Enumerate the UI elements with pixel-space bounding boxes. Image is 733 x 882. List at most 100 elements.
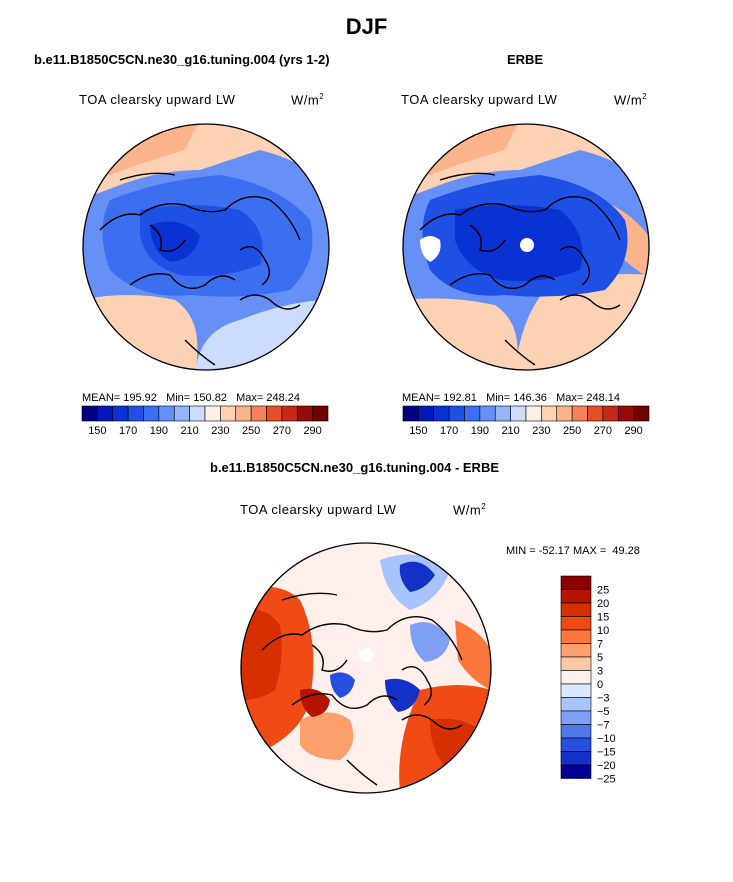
model-colorbar-tick-label: 150	[88, 425, 106, 437]
obs-colorbar-swatch	[494, 405, 511, 422]
model-colorbar: 150 170 190 210 230 250 270 290	[81, 405, 329, 437]
obs-colorbar-tick-label: 150	[409, 425, 427, 437]
obs-colorbar-swatch	[633, 405, 650, 422]
diff-colorbar-swatch	[560, 616, 592, 631]
diff-colorbar-swatch	[560, 751, 592, 766]
diff-colorbar-tick-label: 20	[597, 598, 609, 610]
obs-colorbar-swatch	[525, 405, 542, 422]
obs-units-label: W/m2	[614, 92, 648, 108]
model-colorbar-tick-label: 230	[211, 425, 229, 437]
diff-colorbar-swatch	[560, 737, 592, 752]
obs-colorbar-tick-label: 230	[532, 425, 550, 437]
model-units-label: W/m2	[291, 92, 325, 108]
diff-units-label: W/m2	[453, 502, 487, 518]
model-colorbar-swatch	[266, 405, 283, 422]
diff-colorbar-tick-label: −20	[597, 760, 616, 772]
diff-colorbar-tick-label: −10	[597, 733, 616, 745]
obs-map-border	[402, 123, 650, 371]
diff-colorbar-tick-label: 25	[597, 585, 609, 597]
model-colorbar-tick-label: 290	[303, 425, 321, 437]
model-map	[83, 124, 329, 370]
model-map-border	[82, 123, 330, 371]
diff-colorbar-swatch	[560, 589, 592, 604]
diff-colorbar-tick-label: 7	[597, 639, 603, 651]
obs-colorbar-swatch	[402, 405, 419, 422]
obs-variable-label: TOA clearsky upward LW	[401, 92, 558, 107]
diff-colorbar-tick-label: 0	[597, 679, 603, 691]
obs-colorbar-tick-label: 290	[624, 425, 642, 437]
model-colorbar-swatch	[204, 405, 221, 422]
diff-colorbar-tick-label: 5	[597, 652, 603, 664]
obs-colorbar-tick-label: 270	[594, 425, 612, 437]
obs-colorbar-tick-label: 170	[440, 425, 458, 437]
diff-coastlines	[261, 592, 463, 786]
model-panel-title: b.e11.B1850C5CN.ne30_g16.tuning.004 (yrs…	[34, 52, 330, 67]
model-colorbar-swatch	[97, 405, 114, 422]
model-coastlines	[99, 172, 301, 366]
model-colorbar-swatch	[143, 405, 160, 422]
diff-colorbar-swatch	[560, 656, 592, 671]
obs-colorbar-tick-label: 250	[563, 425, 581, 437]
model-colorbar-swatch	[158, 405, 175, 422]
diff-colorbar-swatch	[560, 670, 592, 685]
obs-map	[403, 124, 649, 370]
diff-colorbar-swatch	[560, 724, 592, 739]
diff-colorbar-tick-label: 15	[597, 612, 609, 624]
obs-panel-title: ERBE	[507, 52, 544, 67]
main-title: DJF	[345, 14, 388, 39]
obs-colorbar-swatch	[448, 405, 465, 422]
obs-colorbar-swatch	[418, 405, 435, 422]
model-colorbar-tick-label: 190	[150, 425, 168, 437]
model-stats: MEAN= 195.92 Min= 150.82 Max= 248.24	[82, 392, 300, 404]
diff-stats: MIN = -52.17 MAX = 49.28	[506, 545, 640, 557]
diff-colorbar-tick-label: 3	[597, 666, 603, 678]
diff-colorbar-tick-label: −5	[597, 706, 610, 718]
obs-colorbar-tick-label: 190	[471, 425, 489, 437]
model-colorbar-tick-label: 170	[119, 425, 137, 437]
obs-colorbar: 150 170 190 210 230 250 270 290	[402, 405, 650, 437]
model-colorbar-swatch	[281, 405, 298, 422]
diff-colorbar-swatch	[560, 602, 592, 617]
diff-colorbar-tick-label: −7	[597, 720, 610, 732]
diff-colorbar-swatch	[560, 683, 592, 698]
model-variable-label: TOA clearsky upward LW	[79, 92, 236, 107]
diff-map	[241, 543, 491, 793]
obs-colorbar-swatch	[587, 405, 604, 422]
obs-colorbar-swatch	[433, 405, 450, 422]
diff-colorbar-tick-label: −15	[597, 747, 616, 759]
model-colorbar-tick-label: 250	[242, 425, 260, 437]
model-colorbar-swatch	[173, 405, 190, 422]
model-colorbar-swatch	[250, 405, 267, 422]
diff-colorbar-tick-label: 10	[597, 625, 609, 637]
obs-colorbar-tick-label: 210	[501, 425, 519, 437]
obs-colorbar-swatch	[556, 405, 573, 422]
obs-colorbar-swatch	[479, 405, 496, 422]
diff-variable-label: TOA clearsky upward LW	[240, 502, 397, 517]
obs-stats: MEAN= 192.81 Min= 146.36 Max= 248.14	[402, 392, 620, 404]
diff-colorbar-tick-label: −3	[597, 693, 610, 705]
diff-panel-title: b.e11.B1850C5CN.ne30_g16.tuning.004 - ER…	[210, 460, 500, 475]
model-colorbar-swatch	[220, 405, 237, 422]
model-colorbar-tick-label: 210	[180, 425, 198, 437]
obs-colorbar-swatch	[541, 405, 558, 422]
model-colorbar-tick-label: 270	[273, 425, 291, 437]
diff-colorbar-swatch	[560, 710, 592, 725]
diff-colorbar-swatch	[560, 764, 592, 779]
diff-colorbar-swatch	[560, 629, 592, 644]
model-colorbar-swatch	[296, 405, 313, 422]
model-colorbar-swatch	[189, 405, 206, 422]
model-colorbar-swatch	[312, 405, 329, 422]
model-colorbar-swatch	[81, 405, 98, 422]
obs-colorbar-swatch	[464, 405, 481, 422]
diff-colorbar-swatch	[560, 697, 592, 712]
model-colorbar-swatch	[235, 405, 252, 422]
obs-colorbar-swatch	[602, 405, 619, 422]
obs-colorbar-swatch	[571, 405, 588, 422]
model-colorbar-swatch	[112, 405, 129, 422]
obs-colorbar-swatch	[617, 405, 634, 422]
diff-map-border	[240, 542, 492, 794]
obs-coastlines	[419, 172, 621, 366]
diff-colorbar-tick-label: −25	[597, 774, 616, 786]
